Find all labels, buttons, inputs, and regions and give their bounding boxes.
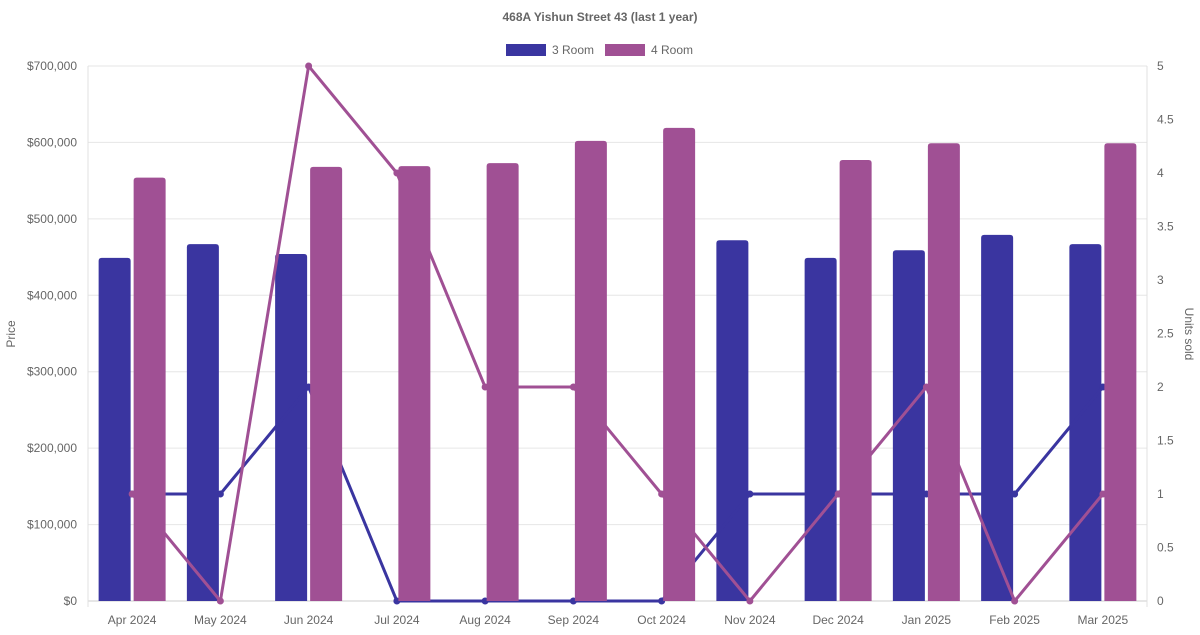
y2-tick-label: 2 [1157,380,1164,394]
legend-swatch-4-room[interactable] [605,44,645,56]
y2-tick-label: 0.5 [1157,541,1174,555]
x-tick-label: Apr 2024 [108,613,157,627]
y2-tick-label: 3 [1157,273,1164,287]
y-axis-title: Price [4,320,18,348]
y-tick-label: $0 [64,594,78,608]
y2-axis-title: Units sold [1182,308,1196,361]
bar-4-room [133,177,166,602]
bar-4-room [310,166,343,601]
x-tick-label: Jun 2024 [284,613,334,627]
y2-tick-label: 3.5 [1157,220,1174,234]
legend-swatch-3-room[interactable] [506,44,546,56]
bar-3-room [1069,244,1102,602]
y2-tick-label: 1.5 [1157,434,1174,448]
x-tick-label: Jul 2024 [374,613,420,627]
y2-tick-label: 1 [1157,487,1164,501]
bar-3-room [186,244,219,602]
chart-title: 468A Yishun Street 43 (last 1 year) [503,10,698,24]
y2-tick-label: 4.5 [1157,113,1174,127]
legend-label-3-room[interactable]: 3 Room [552,43,594,57]
bar-3-room [716,240,749,601]
bar-3-room [981,234,1014,601]
x-tick-label: May 2024 [194,613,247,627]
y-tick-label: $500,000 [27,212,77,226]
bar-3-room [804,257,837,601]
y2-tick-label: 2.5 [1157,327,1174,341]
y2-tick-label: 5 [1157,59,1164,73]
y-tick-label: $200,000 [27,441,77,455]
bar-4-room [1104,143,1137,601]
bar-4-room [574,140,607,601]
y2-tick-label: 4 [1157,166,1164,180]
x-tick-label: Dec 2024 [812,613,864,627]
point-3-room [1011,490,1019,498]
x-tick-label: Sep 2024 [548,613,600,627]
x-tick-label: Mar 2025 [1078,613,1129,627]
point-4-room [1011,597,1019,605]
y-tick-label: $600,000 [27,135,77,149]
point-3-room [216,490,224,498]
y-tick-label: $400,000 [27,288,77,302]
bar-3-room [892,250,925,601]
bar-4-room [486,163,519,602]
legend-label-4-room[interactable]: 4 Room [651,43,693,57]
y-tick-label: $300,000 [27,365,77,379]
point-4-room [305,62,313,70]
bar-4-room [927,143,960,601]
point-4-room [216,597,224,605]
y2-tick-label: 0 [1157,594,1164,608]
point-4-room [746,597,754,605]
bar-4-room [663,127,696,602]
bar-3-room [98,257,131,601]
x-tick-label: Feb 2025 [989,613,1040,627]
y-tick-label: $700,000 [27,59,77,73]
x-tick-label: Aug 2024 [459,613,511,627]
y-tick-label: $100,000 [27,518,77,532]
point-3-room [746,490,754,498]
bar-3-room [275,254,308,601]
x-tick-label: Oct 2024 [637,613,686,627]
x-tick-label: Nov 2024 [724,613,776,627]
bar-4-room [839,160,872,601]
x-tick-label: Jan 2025 [902,613,952,627]
legend[interactable]: 3 Room 4 Room [506,43,693,57]
bar-4-room [398,166,431,601]
